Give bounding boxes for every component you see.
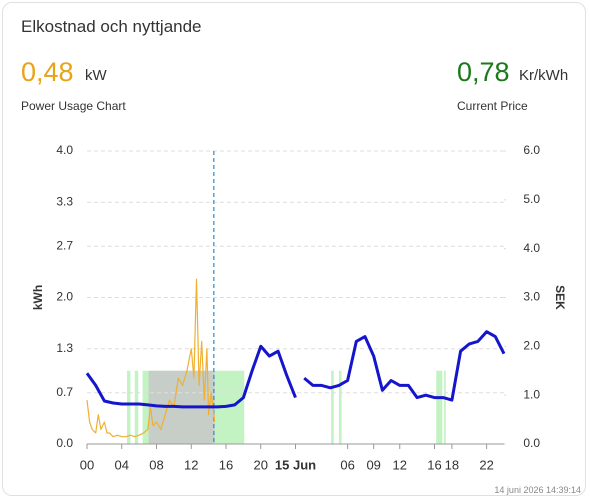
y2-tick-label: 2.0 — [523, 339, 540, 353]
x-tick-label: 16 — [427, 457, 441, 472]
card: Elkostnad och nyttjande 0,48 kW Power Us… — [2, 2, 586, 496]
y-tick-label: 0.0 — [56, 436, 73, 450]
y2-tick-label: 1.0 — [523, 387, 540, 401]
price-value: 0,78 — [457, 57, 510, 87]
series-line — [85, 330, 506, 409]
x-tick-label: 18 — [445, 457, 459, 472]
y2-axis-title: SEK — [553, 285, 567, 310]
y-tick-label: 1.3 — [56, 341, 73, 355]
price-caption: Current Price — [457, 99, 528, 113]
chart: 0.0 0.7 1.3 2.0 2.7 3.3 4.0 0.0 1.0 2.0 3.0 4.0 5.0 6… — [31, 143, 567, 472]
y-axis-title: kWh — [31, 285, 45, 310]
timestamp: 14 juni 2026 14:39:14 — [494, 485, 581, 495]
series-line — [86, 278, 216, 438]
highlight-band — [338, 370, 342, 444]
y-tick-label: 4.0 — [56, 143, 73, 157]
y-tick-label: 0.7 — [56, 385, 73, 399]
x-tick-label: 04 — [115, 457, 129, 472]
power-caption: Power Usage Chart — [21, 99, 126, 113]
x-tick-label: 09 — [366, 457, 380, 472]
highlight-band — [331, 370, 334, 444]
y2-tick-label: 3.0 — [523, 290, 540, 304]
y2-tick-label: 5.0 — [523, 192, 540, 206]
y2-tick-label: 4.0 — [523, 241, 540, 255]
y2-tick-label: 6.0 — [523, 143, 540, 157]
card-title: Elkostnad och nyttjande — [21, 17, 202, 36]
power-value: 0,48 — [21, 57, 74, 87]
power-unit: kW — [85, 67, 107, 84]
highlight-band — [134, 370, 139, 444]
highlight-band — [126, 370, 131, 444]
x-tick-label: 15 Jun — [275, 457, 316, 472]
x-tick-label: 12 — [184, 457, 198, 472]
x-tick-label: 12 — [393, 457, 407, 472]
highlight-band — [444, 370, 446, 444]
y-tick-label: 2.0 — [56, 290, 73, 304]
price-unit: Kr/kWh — [519, 67, 569, 84]
highlight-band — [436, 370, 443, 444]
x-tick-label: 08 — [149, 457, 163, 472]
y-tick-label: 3.3 — [56, 194, 73, 208]
y-tick-label: 2.7 — [56, 238, 73, 252]
x-tick-label: 22 — [479, 457, 493, 472]
x-tick-label: 00 — [80, 457, 94, 472]
x-tick-label: 06 — [340, 457, 354, 472]
x-tick-label: 20 — [254, 457, 268, 472]
x-tick-label: 16 — [219, 457, 233, 472]
y2-tick-label: 0.0 — [523, 436, 540, 450]
